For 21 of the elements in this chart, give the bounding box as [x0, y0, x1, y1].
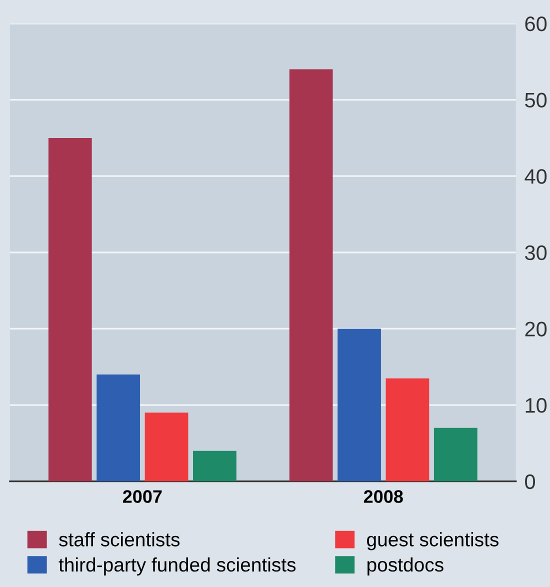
legend-label: third-party funded scientists: [58, 557, 296, 576]
legend-label: guest scientists: [367, 532, 498, 550]
x-tick-label: 2008: [364, 490, 403, 503]
legend-label: staff scientists: [59, 532, 180, 546]
y-tick-label: 50: [525, 92, 547, 108]
y-tick-label: 40: [524, 169, 547, 184]
y-tick-label: 30: [525, 245, 547, 260]
bar: [434, 428, 478, 482]
bar: [96, 374, 140, 482]
bar: [338, 328, 381, 482]
y-tick-label: 0: [525, 474, 536, 490]
bar: [144, 412, 188, 482]
y-tick-label: 20: [525, 322, 547, 336]
bar: [48, 138, 92, 482]
y-tick-label: 60: [525, 16, 547, 32]
bar: [386, 378, 430, 482]
y-tick-label: 10: [526, 398, 547, 413]
legend-label: postdocs: [368, 557, 444, 576]
x-tick-label: 2007: [122, 490, 162, 503]
bar: [193, 450, 236, 482]
bar: [289, 69, 333, 482]
